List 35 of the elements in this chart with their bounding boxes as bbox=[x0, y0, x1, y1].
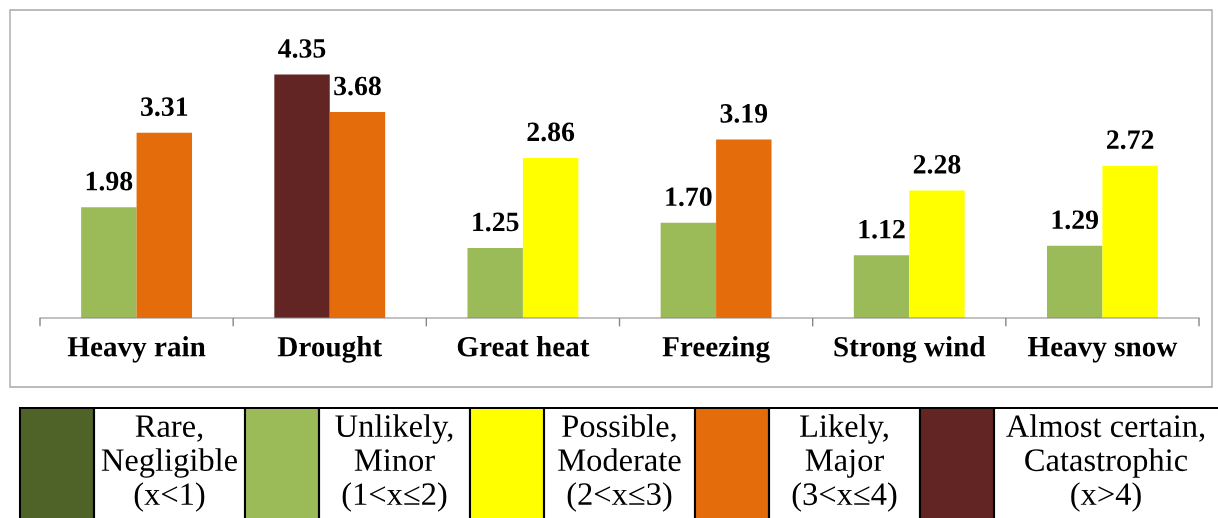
bar bbox=[136, 132, 193, 318]
data-label: 1.70 bbox=[666, 187, 712, 207]
bar bbox=[329, 112, 386, 318]
bar bbox=[716, 139, 772, 318]
x-tick-label: Freezing bbox=[662, 336, 770, 363]
bar bbox=[467, 248, 523, 318]
bar bbox=[81, 207, 137, 318]
x-tick-label: Strong wind bbox=[834, 336, 986, 363]
x-tick-label: Heavy rain bbox=[67, 336, 206, 363]
data-label: 3.19 bbox=[720, 104, 768, 123]
data-label: 3.68 bbox=[334, 76, 381, 96]
bar bbox=[909, 190, 965, 318]
data-label: 2.86 bbox=[527, 122, 575, 142]
bar bbox=[660, 222, 717, 318]
bar bbox=[274, 74, 330, 318]
category-label: Rare, Negligible (x<1) bbox=[101, 415, 237, 512]
data-label: 1.29 bbox=[1052, 210, 1098, 230]
data-label: 1.12 bbox=[859, 219, 905, 239]
bar bbox=[1102, 165, 1158, 318]
x-tick-label: Heavy snow bbox=[1027, 337, 1178, 363]
data-label: 1.98 bbox=[86, 171, 133, 191]
category-label: Almost certain, Catastrophic (x>4) bbox=[1006, 414, 1205, 512]
bar bbox=[522, 157, 579, 318]
x-tick-label: Drought bbox=[277, 336, 383, 363]
bar bbox=[853, 255, 910, 318]
data-label: 1.25 bbox=[473, 212, 519, 232]
data-label: 2.72 bbox=[1107, 130, 1154, 150]
x-tick-label: Great heat bbox=[457, 336, 590, 357]
data-label: 4.35 bbox=[278, 39, 326, 58]
data-label: 2.28 bbox=[913, 154, 961, 174]
data-label: 3.31 bbox=[141, 97, 188, 117]
category-label: Likely, Major (3<x≤4) bbox=[792, 414, 897, 512]
bar bbox=[1046, 245, 1103, 318]
category-label: Possible, Moderate (2<x≤3) bbox=[558, 414, 681, 512]
category-label: Unlikely, Minor (1<x≤2) bbox=[335, 414, 453, 512]
